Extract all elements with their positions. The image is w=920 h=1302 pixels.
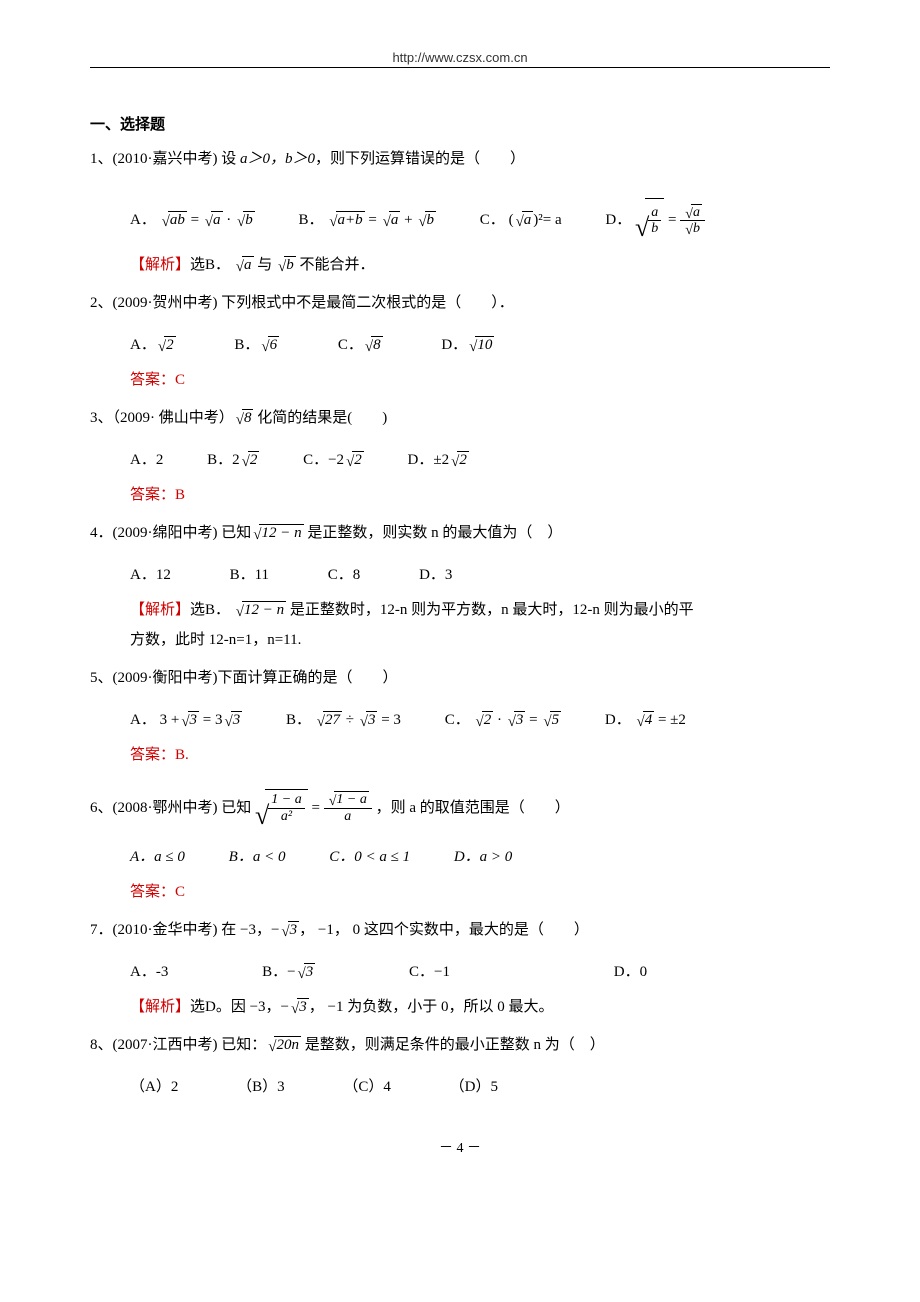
- sqrt-20n: 20n: [266, 1030, 301, 1060]
- q4-options: A．12 B．11 C．8 D．3: [90, 556, 830, 595]
- sqrt-12n: 12 − n: [251, 518, 303, 548]
- q1-pre: 1、(2010·嘉兴中考) 设: [90, 151, 240, 167]
- q7-A: A．-3: [130, 953, 168, 992]
- frac-sqrt1a-a: 1 − aa: [324, 792, 372, 824]
- q1-optC: C． (a)²= a: [480, 201, 562, 240]
- sqrt-apb: a+b: [327, 201, 364, 240]
- q4-D: D．3: [419, 556, 452, 595]
- q7-B: B．−3: [262, 953, 315, 992]
- expl-tag: 【解析】: [130, 257, 190, 273]
- sqrt-b4: b: [276, 250, 296, 280]
- q4-C: C．8: [328, 556, 361, 595]
- q5-D: D． 4 = ±2: [605, 701, 686, 740]
- q1-options: A． ab = a · b B． a+b = a + b C． (a)²= a …: [90, 182, 830, 250]
- q7-options: A．-3 B．−3 C．−1 D．0: [90, 953, 830, 992]
- section-title: 一、选择题: [90, 113, 830, 134]
- q8-stem: 8、(2007·江西中考) 已知：20n 是整数，则满足条件的最小正整数 n 为…: [90, 1030, 830, 1060]
- header-divider: [90, 67, 830, 68]
- q1-cond: a＞0，b＞0: [240, 151, 315, 167]
- q6-answer: 答案：C: [90, 877, 830, 907]
- q8-D: （D）5: [450, 1068, 498, 1107]
- q1-optA: A． ab = a · b: [130, 201, 255, 240]
- q6-stem: 6、(2008·鄂州中考) 已知 √1 − aa² = 1 − aa ，则 a …: [90, 778, 830, 830]
- q7-explanation: 【解析】选D。因 −3，−3， −1 为负数，小于 0，所以 0 最大。: [90, 992, 830, 1022]
- q5-stem: 5、(2009·衡阳中考)下面计算正确的是（ ）: [90, 663, 830, 693]
- q4-A: A．12: [130, 556, 171, 595]
- q2-options: A．2 B．6 C．8 D．10: [90, 326, 830, 365]
- q1-optB: B． a+b = a + b: [299, 201, 437, 240]
- q4-stem: 4．(2009·绵阳中考) 已知12 − n 是正整数，则实数 n 的最大值为（…: [90, 518, 830, 548]
- page-number: － 4 －: [90, 1137, 830, 1157]
- sqrt-a3: a: [514, 201, 534, 240]
- q5-options: A． 3 +3 = 33 B． 27 ÷ 3 = 3 C． 2 · 3 = 5 …: [90, 701, 830, 740]
- q2-A: A．2: [130, 326, 176, 365]
- sqrt-3: 3: [279, 915, 299, 945]
- sqrt-8: 8: [234, 403, 254, 433]
- sqrt-a: a: [203, 201, 223, 240]
- q3-A: A．2: [130, 441, 163, 480]
- q1-post: ，则下列运算错误的是（ ）: [315, 151, 525, 167]
- expl-tag: 【解析】: [130, 999, 190, 1015]
- q7-D: D．0: [614, 953, 647, 992]
- q1-expl-body: 选B．: [190, 257, 230, 273]
- sqrt-ab: ab: [160, 201, 187, 240]
- q2-D: D．10: [441, 326, 494, 365]
- q2-answer: 答案：C: [90, 365, 830, 395]
- q4-explanation: 【解析】选B． 12 − n 是正整数时，12-n 则为平方数，n 最大时，12…: [90, 595, 830, 655]
- q7-stem: 7．(2010·金华中考) 在 −3，−3， −1， 0 这四个实数中，最大的是…: [90, 915, 830, 945]
- q8-A: （A）2: [130, 1068, 178, 1107]
- q8-options: （A）2 （B）3 （C）4 （D）5: [90, 1068, 830, 1107]
- frac-sqrta-sqrtb: ab: [680, 205, 705, 237]
- sqrt-b: b: [235, 201, 255, 240]
- q3-B: B．22: [207, 441, 259, 480]
- header-url: http://www.czsx.com.cn: [90, 50, 830, 65]
- q5-B: B． 27 ÷ 3 = 3: [286, 701, 401, 740]
- q6-A: A．a ≤ 0: [130, 838, 185, 877]
- q6-B: B．a < 0: [229, 838, 286, 877]
- q1-explanation: 【解析】选B． a 与 b 不能合并．: [90, 250, 830, 280]
- q1-optD: D． √ab = ab: [605, 182, 705, 250]
- sqrt-a4: a: [234, 250, 254, 280]
- q3-answer: 答案：B: [90, 480, 830, 510]
- q5-C: C． 2 · 3 = 5: [445, 701, 561, 740]
- sqrt-b2: b: [416, 201, 436, 240]
- q2-stem: 2、(2009·贺州中考) 下列根式中不是最简二次根式的是（ ）．: [90, 288, 830, 318]
- page-content: http://www.czsx.com.cn 一、选择题 1、(2010·嘉兴中…: [0, 0, 920, 1187]
- sqrt-a2: a: [381, 201, 401, 240]
- q8-B: （B）3: [237, 1068, 285, 1107]
- q5-answer: 答案：B.: [90, 740, 830, 770]
- q6-D: D．a > 0: [454, 838, 512, 877]
- q5-A: A． 3 +3 = 33: [130, 701, 242, 740]
- q7-C: C．−1: [409, 953, 450, 992]
- q3-stem: 3、（2009· 佛山中考）8 化简的结果是( ): [90, 403, 830, 433]
- q3-D: D．±22: [408, 441, 469, 480]
- q8-C: （C）4: [343, 1068, 391, 1107]
- sqrt-frac-1a: √1 − aa²: [255, 778, 308, 830]
- q4-B: B．11: [230, 556, 269, 595]
- q6-options: A．a ≤ 0 B．a < 0 C．0 < a ≤ 1 D．a > 0: [90, 838, 830, 877]
- q1-stem: 1、(2010·嘉兴中考) 设 a＞0，b＞0，则下列运算错误的是（ ）: [90, 144, 830, 174]
- sqrt-12n-2: 12 − n: [234, 595, 286, 625]
- sqrt-frac-ab: √ab: [635, 182, 664, 250]
- q2-C: C．8: [338, 326, 383, 365]
- q2-B: B．6: [234, 326, 279, 365]
- q6-C: C．0 < a ≤ 1: [329, 838, 410, 877]
- q3-options: A．2 B．22 C．−22 D．±22: [90, 441, 830, 480]
- expl-tag: 【解析】: [130, 602, 190, 618]
- q3-C: C．−22: [303, 441, 364, 480]
